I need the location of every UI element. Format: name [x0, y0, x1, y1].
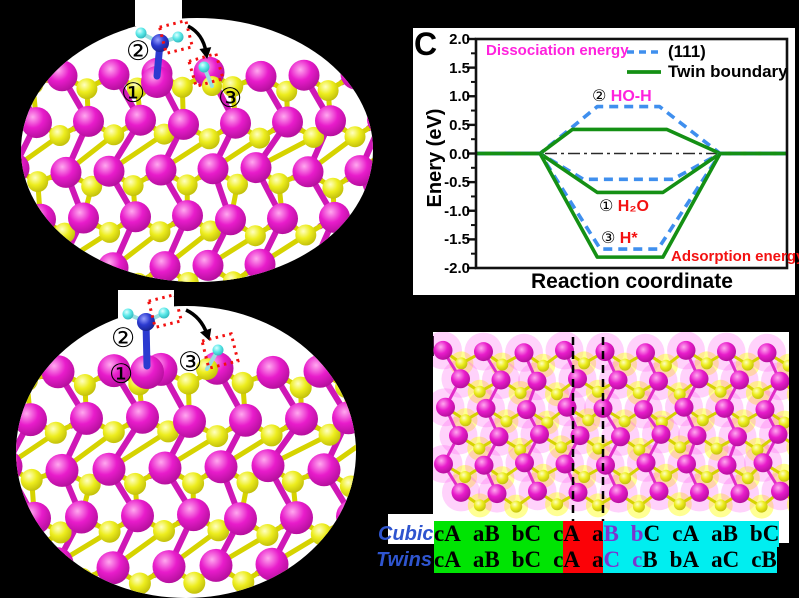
series-5 — [476, 151, 787, 259]
bottom-panel-step-1: ① — [109, 359, 134, 390]
stacking-letter: C — [643, 521, 673, 547]
annotation-h-star: ③ H* — [601, 228, 638, 247]
annotation-adsorption-energy: Adsorption energy — [671, 248, 799, 265]
stacking-panel-lattice — [433, 332, 789, 519]
stacking-letter: C — [524, 521, 554, 547]
stacking-letter: b — [669, 547, 683, 573]
stacking-letter: a — [472, 547, 485, 573]
stacking-letter: B — [761, 547, 777, 573]
stacking-letter: c — [553, 547, 564, 573]
y-tick-label: 2.0 — [449, 31, 470, 48]
stacking-letter: C — [603, 547, 633, 573]
stacking-letter: a — [711, 521, 723, 547]
red-dotted-box-2 — [187, 51, 225, 89]
stacking-letter: c — [553, 521, 564, 547]
stacking-letter: a — [472, 521, 485, 547]
top-panel-step-3: ③ — [218, 83, 243, 114]
y-tick-label: -1.5 — [444, 231, 470, 249]
annotation-dissociation-energy: Dissociation energy — [486, 42, 629, 59]
stacking-row-label-cubic: Cubic — [378, 523, 434, 545]
red-dotted-box-2 — [200, 331, 240, 371]
y-tick-label: -0.5 — [444, 174, 470, 192]
top-panel-step-2: ② — [126, 36, 151, 67]
legend-solid-line-icon — [627, 70, 661, 74]
stacking-letter: c — [751, 547, 762, 573]
stacking-letter: A — [444, 521, 473, 547]
stacking-letter: B — [603, 521, 631, 547]
stacking-letter: C — [524, 547, 554, 573]
energy-chart — [467, 37, 789, 270]
top-panel-step-1: ① — [121, 78, 146, 109]
stacking-letter: c — [632, 547, 643, 573]
top-left-crystal-lattice — [21, 56, 373, 282]
bottom-left-water-molecule — [122, 292, 240, 389]
stacking-letter: B — [642, 547, 670, 573]
stacking-letter: B — [484, 521, 512, 547]
panel-c-label: C — [414, 26, 438, 62]
annotation-h2o: ① H₂O — [599, 196, 649, 215]
bottom-panel-step-3: ③ — [178, 347, 203, 378]
annotation-ho-h: ② HO-H — [592, 86, 652, 105]
stacking-letter: c — [672, 521, 683, 547]
stacking-letter: B — [722, 521, 750, 547]
stacking-letter: b — [630, 521, 644, 547]
stacking-letter: a — [591, 547, 604, 573]
circled-3-icon: ③ — [601, 228, 616, 247]
stacking-letter: C — [722, 547, 752, 573]
circled-1-icon: ① — [599, 196, 614, 215]
x-axis-title: Reaction coordinate — [531, 270, 733, 293]
top-left-water-molecule — [135, 18, 225, 98]
stacking-letter: C — [762, 521, 780, 547]
stacking-letter: b — [511, 521, 525, 547]
stacking-letter: a — [591, 521, 604, 547]
legend-dashed-line-icon — [627, 50, 661, 54]
cropped-panel-label — [430, 336, 434, 356]
stacking-letter: b — [511, 547, 525, 573]
stacking-letter: c — [434, 521, 445, 547]
y-tick-label: -1.0 — [444, 202, 470, 220]
stacking-letter: a — [711, 547, 723, 573]
y-tick-label: 1.5 — [449, 59, 470, 77]
legend-item-twin-boundary: Twin boundary — [626, 62, 788, 82]
y-tick-label: -2.0 — [444, 260, 470, 277]
stacking-letter: A — [563, 547, 592, 573]
stacking-row-label-twins: Twins — [376, 549, 432, 571]
stacking-letter: A — [563, 521, 592, 547]
bottom-panel-step-2: ② — [111, 323, 136, 354]
circled-2-icon: ② — [592, 86, 607, 105]
stacking-letter: A — [444, 547, 473, 573]
stacking-letter: c — [434, 547, 445, 573]
legend-item-111: (111) — [626, 42, 706, 62]
stacking-letter: A — [682, 521, 712, 547]
y-tick-label: 0.5 — [449, 116, 470, 134]
stacking-letter: b — [749, 521, 763, 547]
stacking-letter: B — [484, 547, 512, 573]
stacking-letter: A — [682, 547, 712, 573]
y-tick-label: 1.0 — [449, 88, 470, 106]
y-tick-label: 0.0 — [449, 145, 470, 163]
